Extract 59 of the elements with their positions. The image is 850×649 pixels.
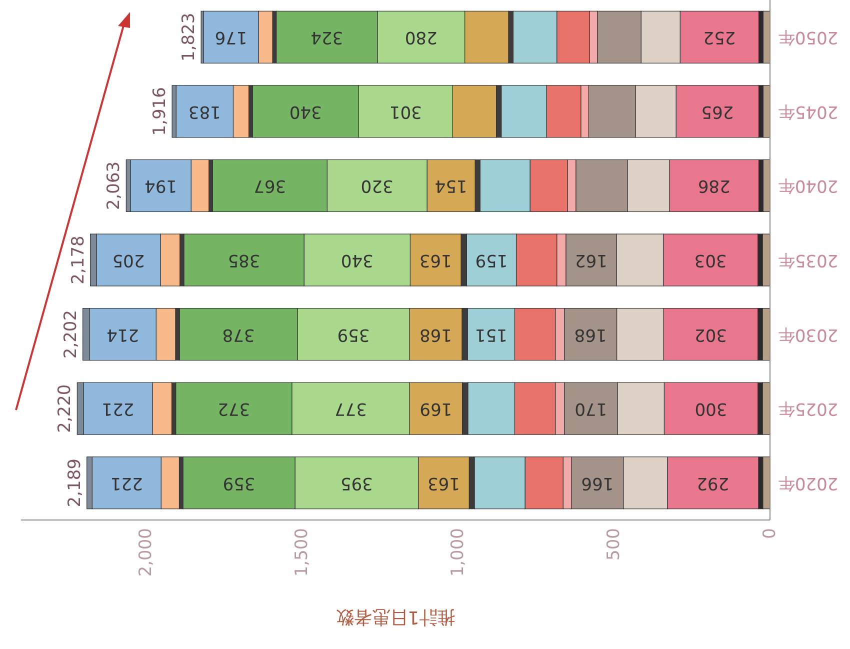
data-label: 214 [106,324,139,344]
total-label: 2,063 [104,161,124,210]
data-label: 340 [289,101,322,122]
data-label: 372 [218,398,250,419]
data-label: 303 [694,250,727,270]
data-label: 221 [102,398,134,419]
data-label: 340 [340,250,374,270]
data-label: 221 [110,472,143,493]
data-label: 302 [694,324,727,344]
data-label: 286 [698,176,730,196]
total-label: 1,823 [179,12,200,62]
data-label: 154 [434,176,468,196]
data-label: 168 [420,324,452,344]
total-label: 1,916 [150,87,170,136]
x-tick-label: 500 [604,528,624,560]
total-label: 2,220 [55,384,76,433]
data-label: 168 [574,324,607,344]
x-tick-label: 0 [760,528,780,539]
data-label: 170 [574,398,608,419]
y-tick-label: 2020年 [778,472,838,493]
data-label: 292 [696,472,730,493]
data-label: 300 [694,398,728,419]
data-label: 265 [701,101,734,122]
data-label: 169 [420,398,452,419]
data-label: 377 [334,398,367,419]
data-label: 359 [222,472,256,493]
data-label: 385 [228,250,260,270]
x-axis-title: 推計1日患者数 [336,606,456,628]
y-tick-label: 2025年 [778,398,838,419]
data-label: 395 [340,472,373,493]
data-label: 280 [404,27,438,48]
data-label: 163 [419,250,452,270]
data-label: 324 [310,27,344,48]
y-tick-label: 2040年 [778,176,838,196]
data-label: 183 [188,101,221,122]
data-label: 359 [337,324,370,344]
x-tick-label: 1,000 [448,528,468,577]
y-tick-label: 2050年 [778,27,838,48]
data-label: 166 [581,472,614,493]
total-label: 2,178 [68,236,88,284]
y-tick-label: 2045年 [778,101,838,122]
data-label: 205 [112,250,145,270]
data-label: 252 [703,27,736,48]
data-label: 162 [574,250,608,270]
y-tick-label: 2035年 [778,250,838,270]
total-label: 2,189 [64,458,85,508]
data-label: 378 [222,324,255,344]
y-tick-label: 2030年 [778,324,838,344]
data-label: 194 [144,176,178,196]
data-label: 159 [475,250,508,270]
data-label: 320 [360,176,394,196]
data-label: 367 [254,176,286,196]
x-tick-label: 2,000 [136,528,156,577]
data-label: 151 [474,324,508,344]
data-label: 163 [427,472,460,493]
x-tick-label: 1,500 [292,528,312,577]
data-label: 301 [389,101,422,122]
data-label: 176 [214,27,248,48]
total-label: 2,202 [60,310,81,359]
